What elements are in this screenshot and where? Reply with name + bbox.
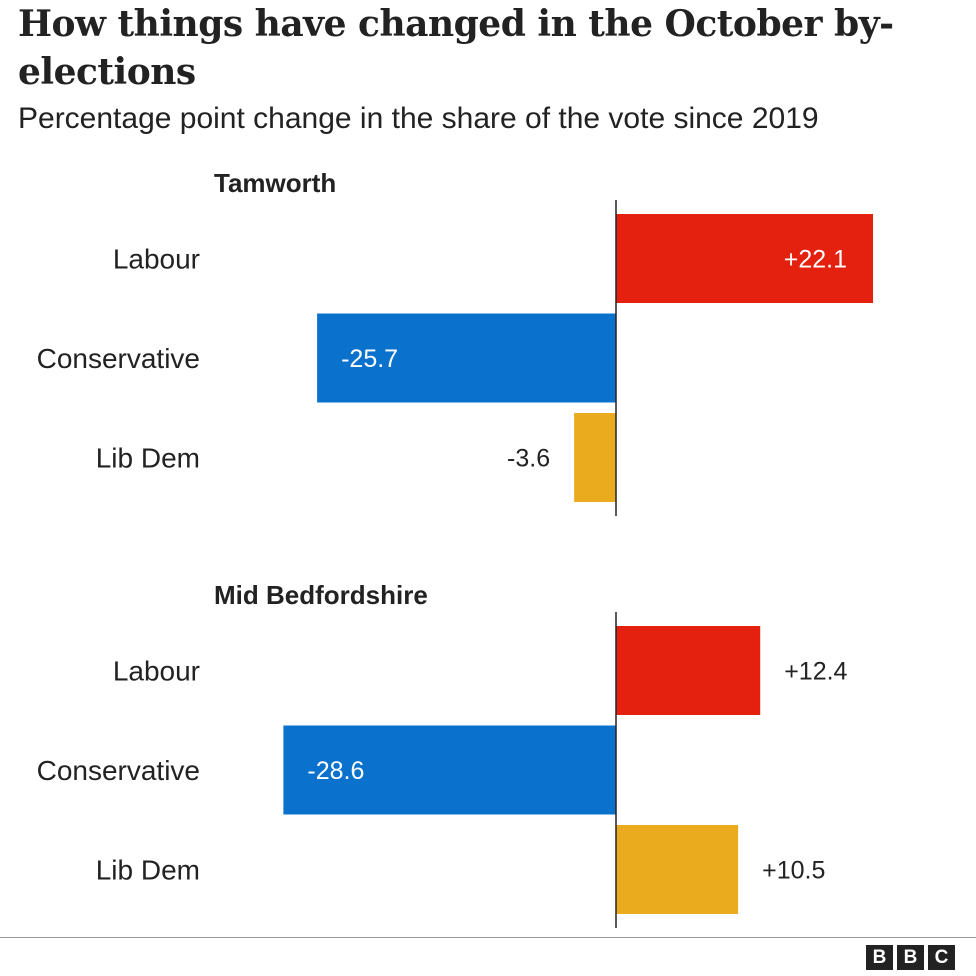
data-label: -28.6 (307, 757, 364, 785)
category-label: Conservative (37, 343, 200, 374)
bar-conservative (283, 725, 616, 815)
data-label: -25.7 (341, 345, 398, 373)
chart-title: How things have changed in the October b… (18, 3, 894, 93)
category-label: Lib Dem (96, 855, 200, 886)
data-label: -3.6 (507, 445, 550, 473)
category-label: Lib Dem (96, 443, 200, 474)
bar-labour (616, 626, 761, 715)
category-label: Labour (113, 244, 200, 275)
footer-rule (0, 937, 976, 938)
bbc-logo: B B C (866, 945, 955, 970)
bar-lib-dem (616, 825, 739, 914)
data-label: +12.4 (784, 658, 847, 686)
chart-subtitle: Percentage point change in the share of … (18, 102, 819, 135)
category-label: Labour (113, 656, 200, 687)
bar-conservative (317, 313, 616, 403)
panel-title: Tamworth (214, 168, 336, 198)
bar-labour (616, 214, 874, 303)
logo-letter: B (897, 945, 924, 970)
data-label: +10.5 (762, 857, 825, 885)
category-label: Conservative (37, 755, 200, 786)
bar-lib-dem (574, 413, 616, 502)
panel-title: Mid Bedfordshire (214, 580, 428, 610)
data-label: +22.1 (784, 246, 847, 274)
logo-letter: C (928, 945, 955, 970)
logo-letter: B (866, 945, 893, 970)
